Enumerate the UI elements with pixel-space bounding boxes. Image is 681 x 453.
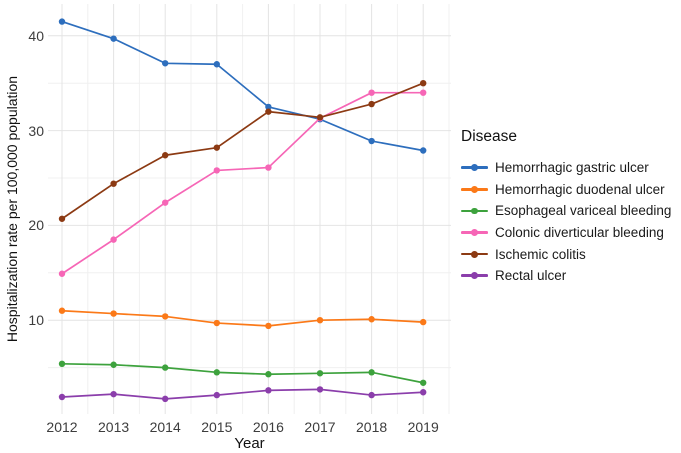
minor-gridlines (48, 4, 451, 414)
data-point (420, 318, 427, 326)
legend-key-dot (471, 250, 478, 258)
x-tick-label: 2012 (46, 419, 78, 435)
data-point (265, 103, 272, 111)
legend-key-icon (461, 226, 488, 240)
data-point (110, 236, 117, 243)
data-point (368, 137, 375, 145)
data-point (110, 310, 117, 317)
data-point (316, 317, 324, 324)
data-point (265, 371, 272, 378)
data-point (110, 35, 117, 42)
series-ischemic-colitis (58, 80, 427, 222)
data-point (213, 61, 220, 68)
y-tick-label: 30 (28, 122, 44, 139)
data-point (265, 164, 272, 171)
legend-key-dot (471, 185, 478, 193)
legend-label: Rectal ulcer (495, 268, 567, 284)
y-tick-label: 20 (28, 217, 44, 234)
data-point (265, 322, 272, 330)
data-point (213, 319, 220, 327)
data-point (58, 18, 66, 25)
legend-label: Ischemic colitis (495, 246, 586, 262)
data-point (420, 379, 427, 386)
legend-item: Hemorrhagic duodenal ulcer (461, 179, 671, 201)
legend-item: Esophageal variceal bleeding (461, 200, 671, 222)
legend-title: Disease (461, 128, 517, 145)
data-point (265, 108, 272, 115)
data-point (420, 389, 427, 396)
legend-item: Colonic diverticular bleeding (461, 222, 671, 244)
legend: Disease Hemorrhagic gastric ulcer Hemorrh… (461, 128, 671, 287)
x-tick-label: 2016 (252, 419, 284, 435)
data-point (110, 361, 117, 368)
legend-key-icon (461, 182, 488, 196)
legend-key-dot (471, 164, 478, 172)
data-point (420, 147, 427, 154)
data-point (58, 307, 66, 314)
legend-key-icon (461, 269, 488, 283)
data-point (213, 391, 220, 399)
data-point (58, 270, 66, 277)
legend-key-dot (471, 229, 478, 237)
legend-label: Esophageal variceal bleeding (495, 203, 672, 219)
data-point (420, 80, 427, 87)
data-point (162, 313, 169, 320)
data-point (368, 316, 375, 323)
x-tick-label: 2018 (356, 419, 388, 435)
data-point (265, 387, 272, 394)
data-point (368, 369, 375, 376)
major-gridlines (48, 4, 451, 414)
data-point (368, 391, 375, 399)
legend-items: Hemorrhagic gastric ulcer Hemorrhagic duo… (461, 157, 671, 287)
legend-label: Hemorrhagic gastric ulcer (495, 160, 649, 176)
data-point (58, 360, 66, 368)
data-point (213, 144, 220, 151)
legend-item: Ischemic colitis (461, 243, 671, 265)
data-point (213, 369, 220, 376)
data-point (162, 364, 169, 371)
x-axis-title: Year (234, 435, 265, 452)
data-point (110, 180, 117, 187)
data-point (162, 152, 169, 159)
legend-key-icon (461, 161, 488, 175)
legend-item: Rectal ulcer (461, 265, 671, 287)
data-point (58, 393, 66, 401)
data-point (162, 199, 169, 206)
x-tick-label: 2019 (407, 419, 439, 435)
legend-label: Hemorrhagic duodenal ulcer (495, 181, 665, 197)
legend-key-icon (461, 247, 488, 261)
series-rectal-ulcer (58, 386, 427, 403)
y-axis-title: Hospitalization rate per 100,000 populat… (4, 75, 20, 343)
series-esophageal-variceal-bleeding (58, 360, 427, 386)
y-tick-label: 40 (28, 27, 44, 44)
data-point (213, 167, 220, 174)
data-point (368, 100, 375, 108)
legend-item: Hemorrhagic gastric ulcer (461, 157, 671, 179)
data-point (420, 89, 427, 96)
data-point (316, 386, 324, 393)
x-tick-label: 2017 (304, 419, 336, 435)
legend-key-dot (471, 272, 478, 280)
legend-label: Colonic diverticular bleeding (495, 225, 664, 241)
data-point (368, 89, 375, 96)
data-point (162, 60, 169, 67)
legend-key-dot (471, 207, 478, 215)
data-point (162, 395, 169, 403)
x-tick-label: 2013 (98, 419, 130, 435)
y-tick-label: 10 (28, 312, 44, 329)
data-point (58, 215, 66, 222)
data-point (316, 370, 324, 377)
data-point (110, 390, 117, 398)
x-tick-label: 2015 (201, 419, 233, 435)
series-hemorrhagic-duodenal-ulcer (58, 307, 427, 330)
data-point (316, 114, 324, 121)
x-tick-label: 2014 (149, 419, 181, 435)
legend-key-icon (461, 204, 488, 218)
